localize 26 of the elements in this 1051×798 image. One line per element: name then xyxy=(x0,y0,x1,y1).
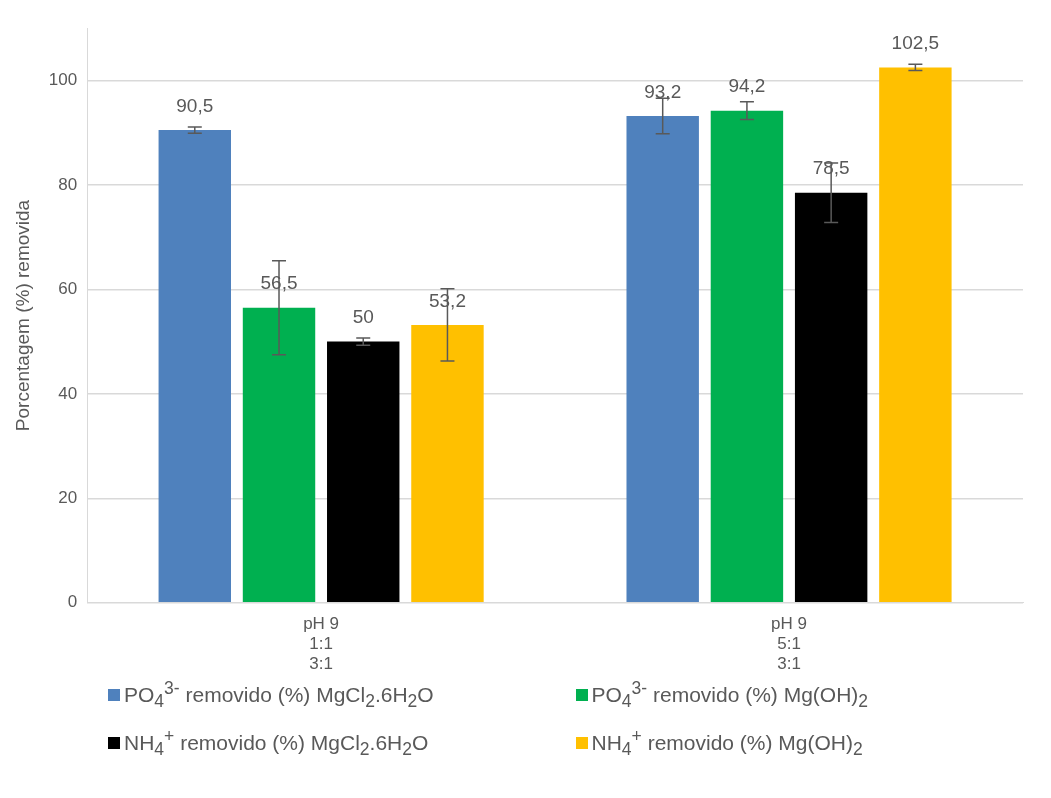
legend-label: NH$_{4}$$^{+}$ removido (%) MgCl$_{2}$.6H$_{2}$O xyxy=(124,726,429,761)
legend-label: NH$_{4}$$^{+}$ removido (%) Mg(OH)$_{2}$ xyxy=(591,726,863,761)
x-tick-label: pH 9 5:1 3:1 xyxy=(771,613,807,674)
bar xyxy=(626,115,699,603)
y-tick-label: 80 xyxy=(58,174,78,194)
data-label: 94,2 xyxy=(728,75,766,97)
bar xyxy=(327,341,400,603)
bar xyxy=(710,110,784,603)
y-tick-label: 60 xyxy=(58,279,78,299)
data-label: 102,5 xyxy=(891,32,940,54)
data-label: 90,5 xyxy=(176,94,214,116)
x-tick-label: pH 9 1:1 3:1 xyxy=(303,613,340,674)
bar xyxy=(794,192,868,603)
y-tick-label: 100 xyxy=(48,70,78,90)
y-tick-label: 40 xyxy=(58,383,78,403)
bar xyxy=(411,324,484,603)
bar xyxy=(242,307,316,603)
bar xyxy=(879,67,952,603)
legend-label: PO$_{4}$$^{3-}$ removido (%) MgCl$_{2}$.6H$_{2}$O xyxy=(124,678,434,713)
data-label: 50 xyxy=(352,306,374,328)
y-tick-label: 20 xyxy=(58,488,78,508)
y-axis-title: Porcentagem (%) removida xyxy=(11,199,33,432)
y-tick-label: 0 xyxy=(67,592,78,612)
legend-label: PO$_{4}$$^{3-}$ removido (%) Mg(OH)$_{2}$ xyxy=(591,678,869,713)
bar xyxy=(158,130,231,603)
data-label: 93,2 xyxy=(644,80,682,102)
